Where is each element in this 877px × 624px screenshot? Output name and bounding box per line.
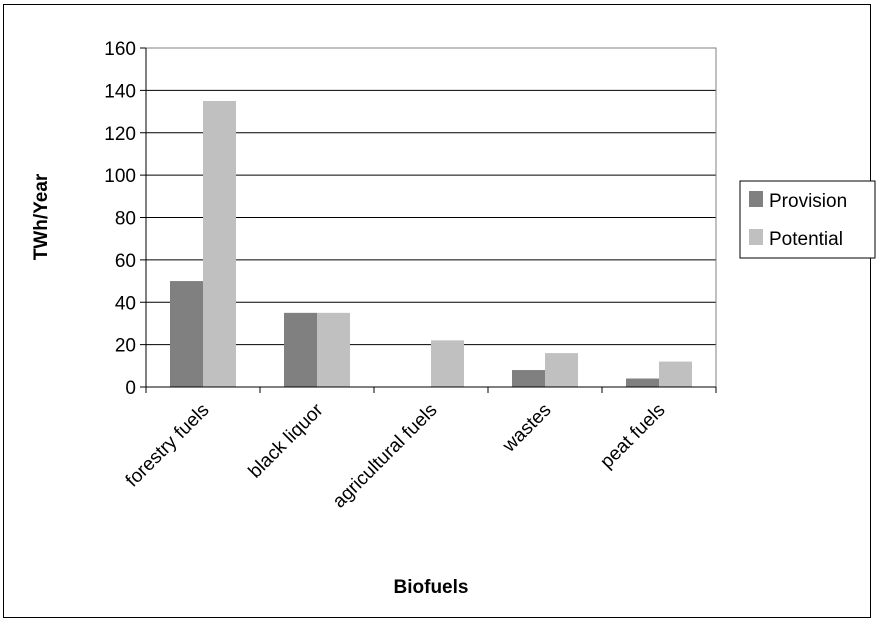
y-tick-label: 40 (115, 293, 136, 314)
bar-provision-wastes (512, 370, 545, 387)
x-tick-label: black liquor (245, 399, 328, 482)
x-tick-labels: forestry fuels black liquor agricultural f… (122, 399, 670, 512)
bars (170, 100, 692, 387)
y-tick-label: 0 (125, 378, 136, 399)
bar-provision-black-liquor (284, 312, 317, 387)
y-tick-label: 160 (104, 39, 136, 60)
y-tick-label: 120 (104, 124, 136, 145)
legend: Provision Potential (739, 180, 876, 259)
y-axis-title: TWh/Year (31, 173, 52, 260)
gridlines (146, 89, 716, 346)
y-tick-label: 100 (104, 166, 136, 187)
legend-swatch-provision (749, 191, 763, 207)
chart-frame (3, 4, 871, 618)
legend-label-potential: Potential (769, 229, 843, 250)
bar-potential-black-liquor (317, 312, 350, 387)
y-tick-label: 20 (115, 336, 136, 357)
x-tick-label: forestry fuels (122, 400, 214, 492)
x-tick-label: agricultural fuels (329, 400, 442, 513)
bar-potential-wastes (545, 353, 578, 387)
bar-potential-agricultural-fuels (431, 340, 464, 387)
axes (140, 47, 717, 393)
x-tick-label: peat fuels (596, 400, 669, 473)
bar-potential-forestry-fuels (203, 100, 236, 387)
x-tick-label: wastes (498, 400, 555, 457)
legend-label-provision: Provision (769, 191, 847, 212)
bar-potential-peat-fuels (659, 361, 692, 387)
legend-swatch-potential (749, 229, 763, 245)
x-axis-title: Biofuels (394, 577, 469, 598)
y-tick-label: 140 (104, 81, 136, 102)
y-tick-label: 80 (115, 209, 136, 230)
y-tick-labels: 0 20 40 60 80 100 120 140 160 (104, 39, 136, 399)
y-tick-label: 60 (115, 251, 136, 272)
bar-provision-peat-fuels (626, 378, 659, 387)
bar-provision-forestry-fuels (170, 281, 203, 387)
